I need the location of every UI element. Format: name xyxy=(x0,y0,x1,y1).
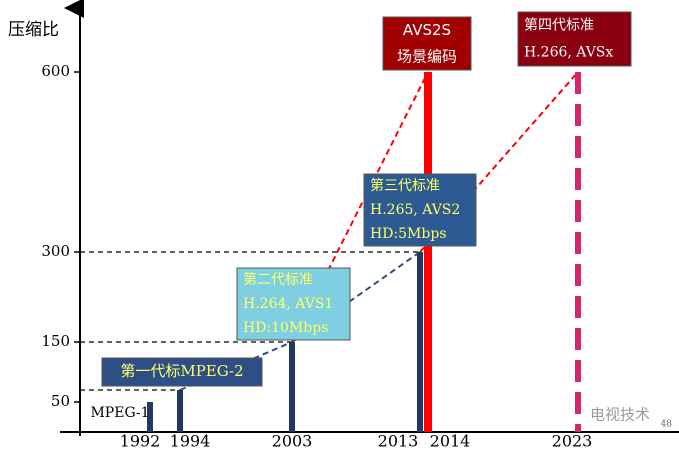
watermark: 电视技术 xyxy=(590,406,650,424)
trend-line xyxy=(291,251,421,343)
annotation-box xyxy=(236,267,351,341)
annotation-text: 第三代标准 xyxy=(370,177,440,194)
annotation-box xyxy=(363,173,477,247)
y-axis-label: 压缩比 xyxy=(8,20,59,40)
bar xyxy=(147,402,153,432)
annotation-text: 第二代标准 xyxy=(243,271,313,288)
annotation-text: 场景编码 xyxy=(397,47,457,65)
y-tick-label: 300 xyxy=(41,242,70,260)
annotation-text: H.265, AVS2 xyxy=(370,202,460,218)
annotation-text: H.266, AVSx xyxy=(524,45,613,61)
bar xyxy=(424,72,432,432)
x-tick-label: 2014 xyxy=(430,432,471,451)
annotation-text: 第四代标准 xyxy=(524,17,594,34)
page-number: 48 xyxy=(661,420,673,430)
annotation-box xyxy=(382,16,472,71)
annotation-text: HD:10Mbps xyxy=(243,320,328,336)
x-tick-label: 2013 xyxy=(378,432,419,451)
annotation-box xyxy=(517,11,632,67)
annotation-text: HD:5Mbps xyxy=(370,226,447,242)
bar xyxy=(177,390,183,432)
y-tick-label: 150 xyxy=(41,332,70,350)
annotation-text: AVS2S xyxy=(403,21,451,39)
annotation-box xyxy=(101,357,263,387)
y-tick-label: 50 xyxy=(51,392,70,410)
annotation-text: 第一代标MPEG-2 xyxy=(120,362,243,380)
y-tick-label: 600 xyxy=(41,62,70,80)
annotation-text: H.264, AVS1 xyxy=(243,296,333,312)
x-tick-label: 2003 xyxy=(272,432,313,451)
x-tick-label: 2023 xyxy=(552,432,593,451)
bar xyxy=(417,252,423,432)
annotation-text: MPEG-1 xyxy=(90,405,149,421)
x-tick-label: 1994 xyxy=(170,432,211,451)
bar xyxy=(289,342,295,432)
x-tick-label: 1992 xyxy=(120,432,161,451)
